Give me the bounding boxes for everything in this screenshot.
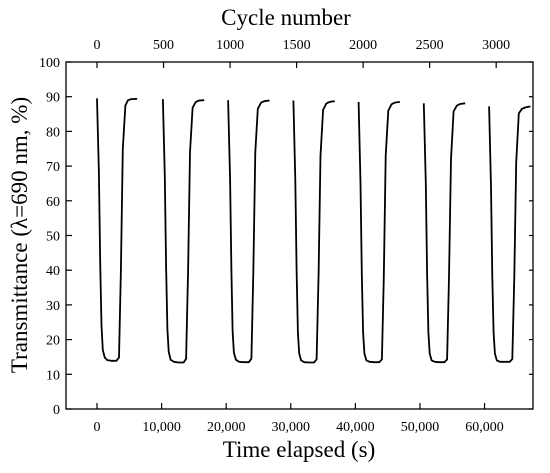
y-tick-label: 100 [39,56,60,71]
x-axis-ticks: 0 10,000 20,000 30,000 40,000 50,000 60,000 [94,403,504,435]
y-tick-label: 50 [46,230,60,245]
y-axis-title: Transmittance (λ=690 nm, %) [7,97,32,373]
y-tick-label: 90 [46,91,60,106]
x-tick-label: 20,000 [207,420,246,435]
y-tick-label: 30 [46,299,60,314]
x-tick-label: 0 [94,420,101,435]
top-tick-label: 3000 [482,38,510,53]
y-tick-label: 0 [53,403,60,418]
top-axis-ticks: 0 500 1000 1500 2000 2500 3000 [94,38,510,68]
top-tick-label: 1000 [216,38,244,53]
y-tick-label: 60 [46,195,60,210]
top-tick-label: 500 [153,38,174,53]
top-axis-title: Cycle number [221,5,351,30]
y-tick-label: 20 [46,334,60,349]
y-tick-label: 10 [46,368,60,383]
top-tick-label: 2500 [416,38,444,53]
top-tick-label: 2000 [349,38,377,53]
y-tick-label: 80 [46,125,60,140]
series-line-cycle [96,97,138,362]
x-tick-label: 50,000 [401,420,440,435]
x-tick-label: 40,000 [336,420,375,435]
x-tick-label: 60,000 [465,420,504,435]
series-line-cycle [357,101,401,364]
series-line-cycle [227,99,270,364]
top-tick-label: 1500 [283,38,311,53]
y-axis-ticks: 0 10 20 30 40 50 60 70 80 90 100 [39,56,533,418]
top-tick-label: 0 [94,38,101,53]
x-tick-label: 10,000 [142,420,181,435]
series-line-cycle [422,102,466,364]
y-tick-label: 40 [46,264,60,279]
series-group [96,97,531,364]
series-line-cycle [292,100,335,364]
x-tick-label: 30,000 [272,420,311,435]
series-line-cycle [488,105,531,363]
y-tick-label: 70 [46,160,60,175]
x-axis-title: Time elapsed (s) [223,437,375,462]
series-line-cycle [162,99,205,364]
